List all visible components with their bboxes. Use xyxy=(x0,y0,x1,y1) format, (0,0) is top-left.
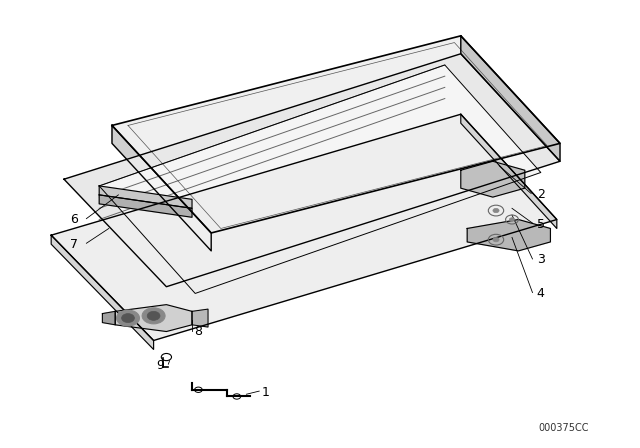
Polygon shape xyxy=(51,114,557,340)
Text: 8: 8 xyxy=(195,325,202,338)
Circle shape xyxy=(116,310,140,326)
Text: 7: 7 xyxy=(70,237,77,251)
Text: 2: 2 xyxy=(537,188,545,202)
Text: 5: 5 xyxy=(537,217,545,231)
Polygon shape xyxy=(99,186,192,208)
Polygon shape xyxy=(102,311,115,325)
Polygon shape xyxy=(461,36,560,161)
Polygon shape xyxy=(467,220,550,251)
Polygon shape xyxy=(112,36,560,233)
Polygon shape xyxy=(192,309,208,327)
Polygon shape xyxy=(461,114,557,228)
Polygon shape xyxy=(112,125,211,251)
Polygon shape xyxy=(461,161,525,197)
Circle shape xyxy=(509,218,515,221)
Polygon shape xyxy=(51,235,154,349)
Text: 000375CC: 000375CC xyxy=(538,423,588,433)
Polygon shape xyxy=(64,54,560,287)
Text: 9: 9 xyxy=(156,358,164,372)
Text: 6: 6 xyxy=(70,213,77,226)
Text: 4: 4 xyxy=(537,287,545,300)
Circle shape xyxy=(122,314,134,323)
Text: 1: 1 xyxy=(262,385,269,399)
Circle shape xyxy=(142,308,165,324)
Polygon shape xyxy=(99,65,541,293)
Circle shape xyxy=(493,237,499,242)
Circle shape xyxy=(493,208,499,213)
Text: 3: 3 xyxy=(537,253,545,267)
Polygon shape xyxy=(99,195,192,217)
Circle shape xyxy=(147,311,160,320)
Polygon shape xyxy=(115,305,192,332)
